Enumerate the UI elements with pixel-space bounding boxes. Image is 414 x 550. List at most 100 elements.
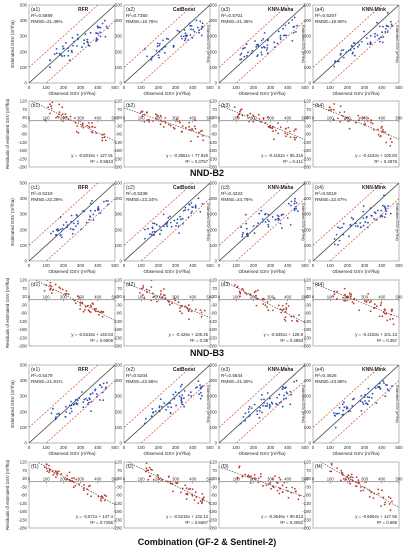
residual-point: [284, 127, 287, 130]
residual-point: [83, 484, 85, 486]
y-tick-label: -130: [18, 501, 27, 506]
y-tick-label: 300: [210, 34, 218, 39]
residual-point: [336, 297, 338, 300]
residual-point: [141, 111, 143, 113]
data-point: [101, 22, 104, 25]
y-axis-title: Estimated GSV (m³/ha): [301, 203, 305, 240]
data-point: [179, 385, 182, 388]
data-point: [346, 407, 349, 409]
x-tick-label: 100: [43, 294, 51, 299]
data-point: [245, 222, 248, 225]
data-point: [387, 25, 390, 28]
rmse-label: RMSE=21.91%: [31, 379, 63, 384]
panel-f4: 0 100 200 300 400 5001207020-30-80-130-180-23…: [302, 460, 403, 531]
x-tick-label: 400: [284, 476, 292, 481]
regression-r2: R² = 0.4893: [280, 338, 303, 343]
residual-point: [233, 106, 236, 108]
data-point: [260, 39, 263, 42]
x-tick-label: 0: [28, 445, 31, 450]
plot-frame: [312, 364, 400, 444]
x-tick-label: 500: [111, 85, 119, 90]
panel-d1: 0 100 200 300 400 5001207020-30-80-130-180-23…: [5, 277, 119, 348]
lower-bound-line: [329, 380, 399, 443]
y-tick-label: 500: [210, 3, 218, 8]
data-point: [181, 217, 184, 220]
x-tick-label: 400: [284, 445, 292, 450]
panel-title: KNN-Maha: [268, 185, 293, 191]
residual-point: [162, 288, 165, 290]
data-point: [361, 401, 364, 404]
data-point: [278, 393, 281, 396]
data-point: [384, 213, 387, 215]
data-point: [295, 207, 297, 210]
data-point: [201, 385, 204, 388]
data-point: [150, 415, 153, 418]
residual-point: [351, 301, 354, 303]
data-point: [196, 26, 199, 29]
plot-area: [124, 365, 210, 443]
x-tick-label: 0: [218, 115, 221, 120]
data-point: [200, 386, 203, 389]
data-point: [176, 29, 179, 32]
residual-point: [172, 490, 175, 493]
y-tick-label: 300: [115, 34, 123, 39]
regression-equation: y = -0.6064x + 147.56: [355, 514, 397, 519]
residual-point: [247, 117, 250, 119]
x-tick-label: 500: [206, 445, 214, 450]
data-point: [363, 396, 366, 398]
residual-point: [377, 488, 379, 491]
data-point: [71, 37, 74, 39]
residual-point: [83, 489, 85, 492]
data-point: [254, 40, 256, 42]
residual-point: [383, 503, 386, 506]
residual-point: [271, 127, 274, 130]
y-tick-label: -80: [21, 311, 28, 316]
data-point: [86, 40, 88, 43]
residual-point: [349, 476, 352, 478]
data-point: [99, 31, 101, 34]
data-point: [197, 380, 200, 382]
data-point: [261, 220, 264, 223]
data-point: [253, 232, 256, 235]
data-point: [390, 23, 393, 26]
residual-point: [90, 495, 92, 498]
residual-point: [350, 293, 352, 296]
panel-title: KNN-Mink: [362, 367, 386, 373]
residual-point: [330, 109, 333, 111]
residual-point: [295, 490, 297, 493]
residual-point: [343, 287, 346, 290]
data-point: [163, 225, 165, 228]
data-point: [362, 210, 365, 213]
data-point: [359, 222, 362, 224]
residual-point: [61, 106, 64, 109]
data-point: [201, 22, 204, 25]
data-point: [70, 220, 73, 223]
data-point: [99, 212, 102, 215]
data-point: [195, 19, 198, 22]
plot-frame: [28, 4, 116, 84]
residual-point: [252, 120, 255, 123]
x-tick-label: 500: [206, 263, 214, 268]
data-point: [55, 48, 58, 50]
lower-bound-line: [45, 380, 115, 443]
x-tick-label: 300: [267, 294, 275, 299]
y-tick-label: 20: [22, 476, 27, 481]
regression-equation: y = -0.4243x + 100.83: [355, 153, 397, 158]
panel-b3: 0 100 200 300 400 5001207020-30-80-130-180-23…: [208, 99, 309, 170]
r2-label: R²=0.5701: [221, 13, 243, 18]
y-tick-label: -30: [21, 302, 28, 307]
residual-point: [65, 292, 68, 295]
data-point: [160, 405, 163, 408]
y-axis-title: Estimated GSV (m³/ha): [301, 385, 305, 422]
data-point: [388, 389, 390, 392]
y-tick-label: 100: [20, 243, 28, 248]
data-point: [194, 205, 197, 208]
data-point: [332, 412, 335, 414]
trend-line: [31, 101, 115, 142]
y-tick-label: 0: [25, 259, 28, 264]
plot-frame: [218, 279, 306, 347]
residual-point: [199, 309, 202, 311]
residual-point: [73, 477, 76, 480]
y-tick-label: -130: [113, 501, 122, 506]
